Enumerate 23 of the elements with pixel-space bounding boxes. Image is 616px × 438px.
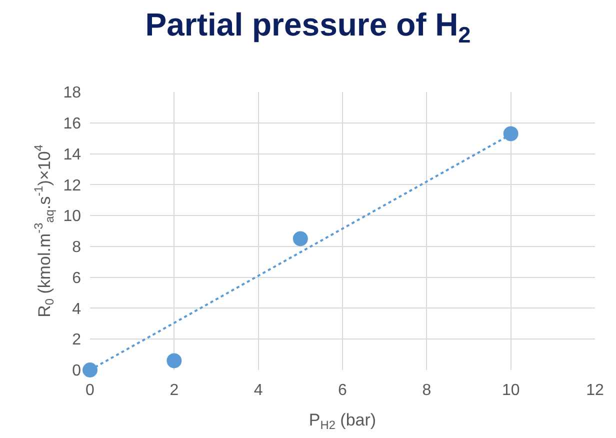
y-tick-label: 12 — [63, 177, 82, 194]
x-tick-label: 4 — [254, 382, 263, 399]
x-tick-label: 8 — [422, 382, 432, 399]
y-tick-label: 4 — [72, 300, 82, 318]
point — [292, 231, 308, 246]
chart-title: Partial pressure of H$_{2}$ — [145, 6, 471, 48]
x-tick-label: 0 — [86, 382, 95, 399]
x-tick-label: 12 — [586, 382, 604, 399]
y-tick-label: 8 — [72, 239, 82, 256]
y-tick-label: 0 — [72, 362, 82, 380]
y-tick-label: 16 — [63, 115, 82, 132]
y-tick-label: 18 — [63, 84, 82, 102]
point — [166, 353, 182, 368]
point — [82, 362, 98, 378]
y-tick-label: 2 — [72, 332, 82, 349]
x-axis-title: P$_{H2}$ (bar) — [308, 410, 376, 432]
x-tick-label: 10 — [502, 382, 520, 399]
x-tick-label: 6 — [338, 382, 348, 399]
y-tick-label: 6 — [72, 270, 82, 287]
point — [503, 126, 518, 142]
y-tick-label: 14 — [63, 146, 82, 164]
x-tick-label: 2 — [170, 382, 179, 399]
y-tick-label: 10 — [63, 208, 82, 226]
